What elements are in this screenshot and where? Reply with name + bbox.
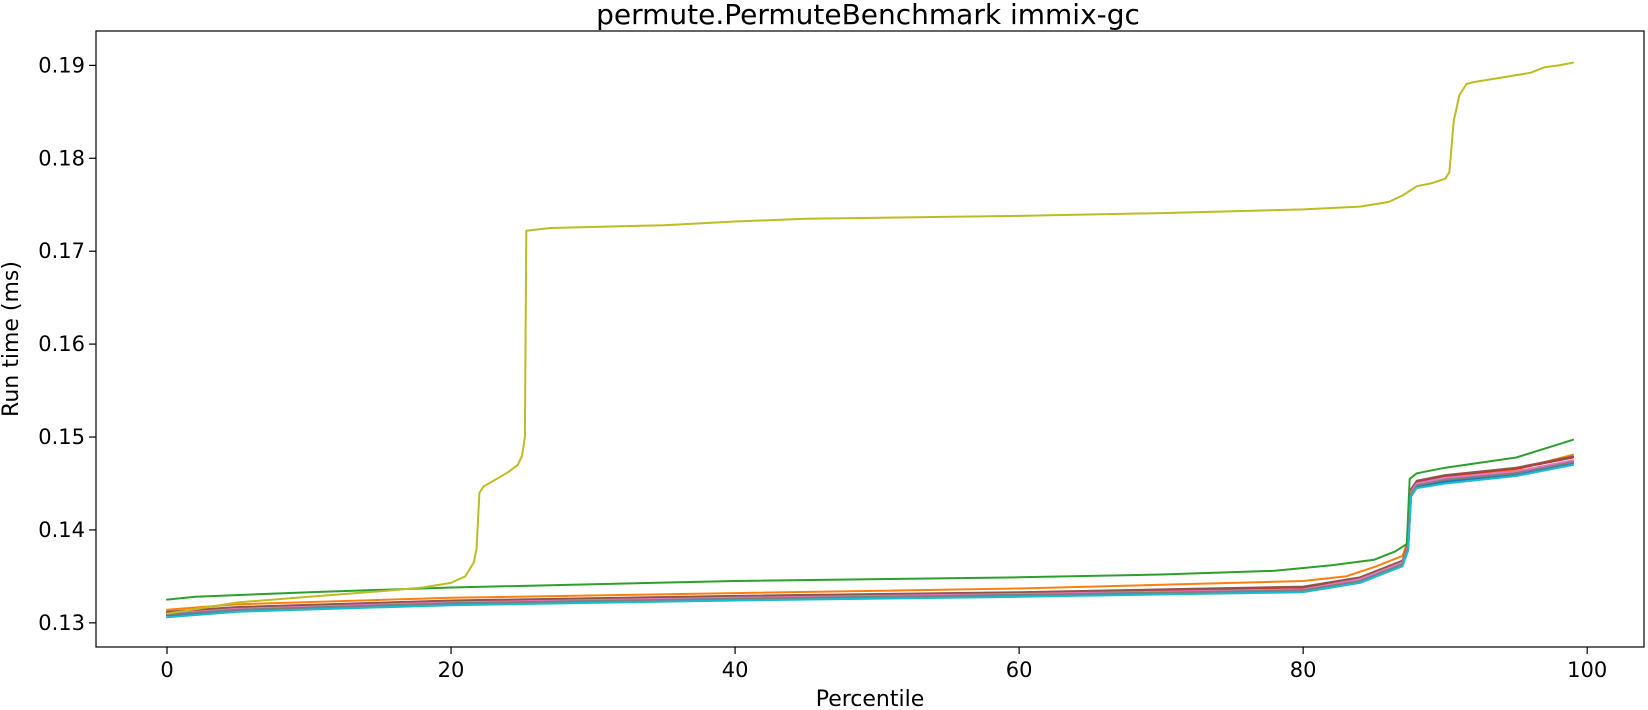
- y-tick-label: 0.19: [38, 53, 85, 77]
- x-tick-label: 40: [722, 658, 749, 682]
- plot-area: [95, 30, 1645, 648]
- x-tick-label: 80: [1290, 658, 1317, 682]
- series-layer: [166, 61, 1574, 619]
- y-tick-label: 0.15: [38, 425, 85, 449]
- y-tick-label: 0.17: [38, 239, 85, 263]
- series-line-1: [166, 453, 1574, 611]
- y-axis-label: Run time (ms): [0, 261, 24, 417]
- y-axis: 0.13 0.14 0.15 0.16 0.17 0.18 0.19: [38, 53, 96, 635]
- series-line-9: [166, 463, 1574, 619]
- chart-title: permute.PermuteBenchmark immix-gc: [596, 0, 1140, 31]
- x-tick-label: 100: [1567, 658, 1607, 682]
- x-tick-label: 0: [160, 658, 173, 682]
- y-tick-label: 0.16: [38, 332, 85, 356]
- series-line-5: [166, 455, 1574, 613]
- series-line-0: [166, 462, 1574, 617]
- x-tick-label: 20: [438, 658, 465, 682]
- plot-frame: [95, 30, 1645, 648]
- y-tick-label: 0.14: [38, 518, 85, 542]
- y-tick-label: 0.13: [38, 611, 85, 635]
- x-axis-label: Percentile: [816, 687, 925, 710]
- x-tick-label: 60: [1006, 658, 1033, 682]
- y-tick-label: 0.18: [38, 146, 85, 170]
- series-line-8: [166, 61, 1574, 615]
- series-line-7: [166, 461, 1574, 616]
- x-axis: 0 20 40 60 80 100: [160, 647, 1607, 682]
